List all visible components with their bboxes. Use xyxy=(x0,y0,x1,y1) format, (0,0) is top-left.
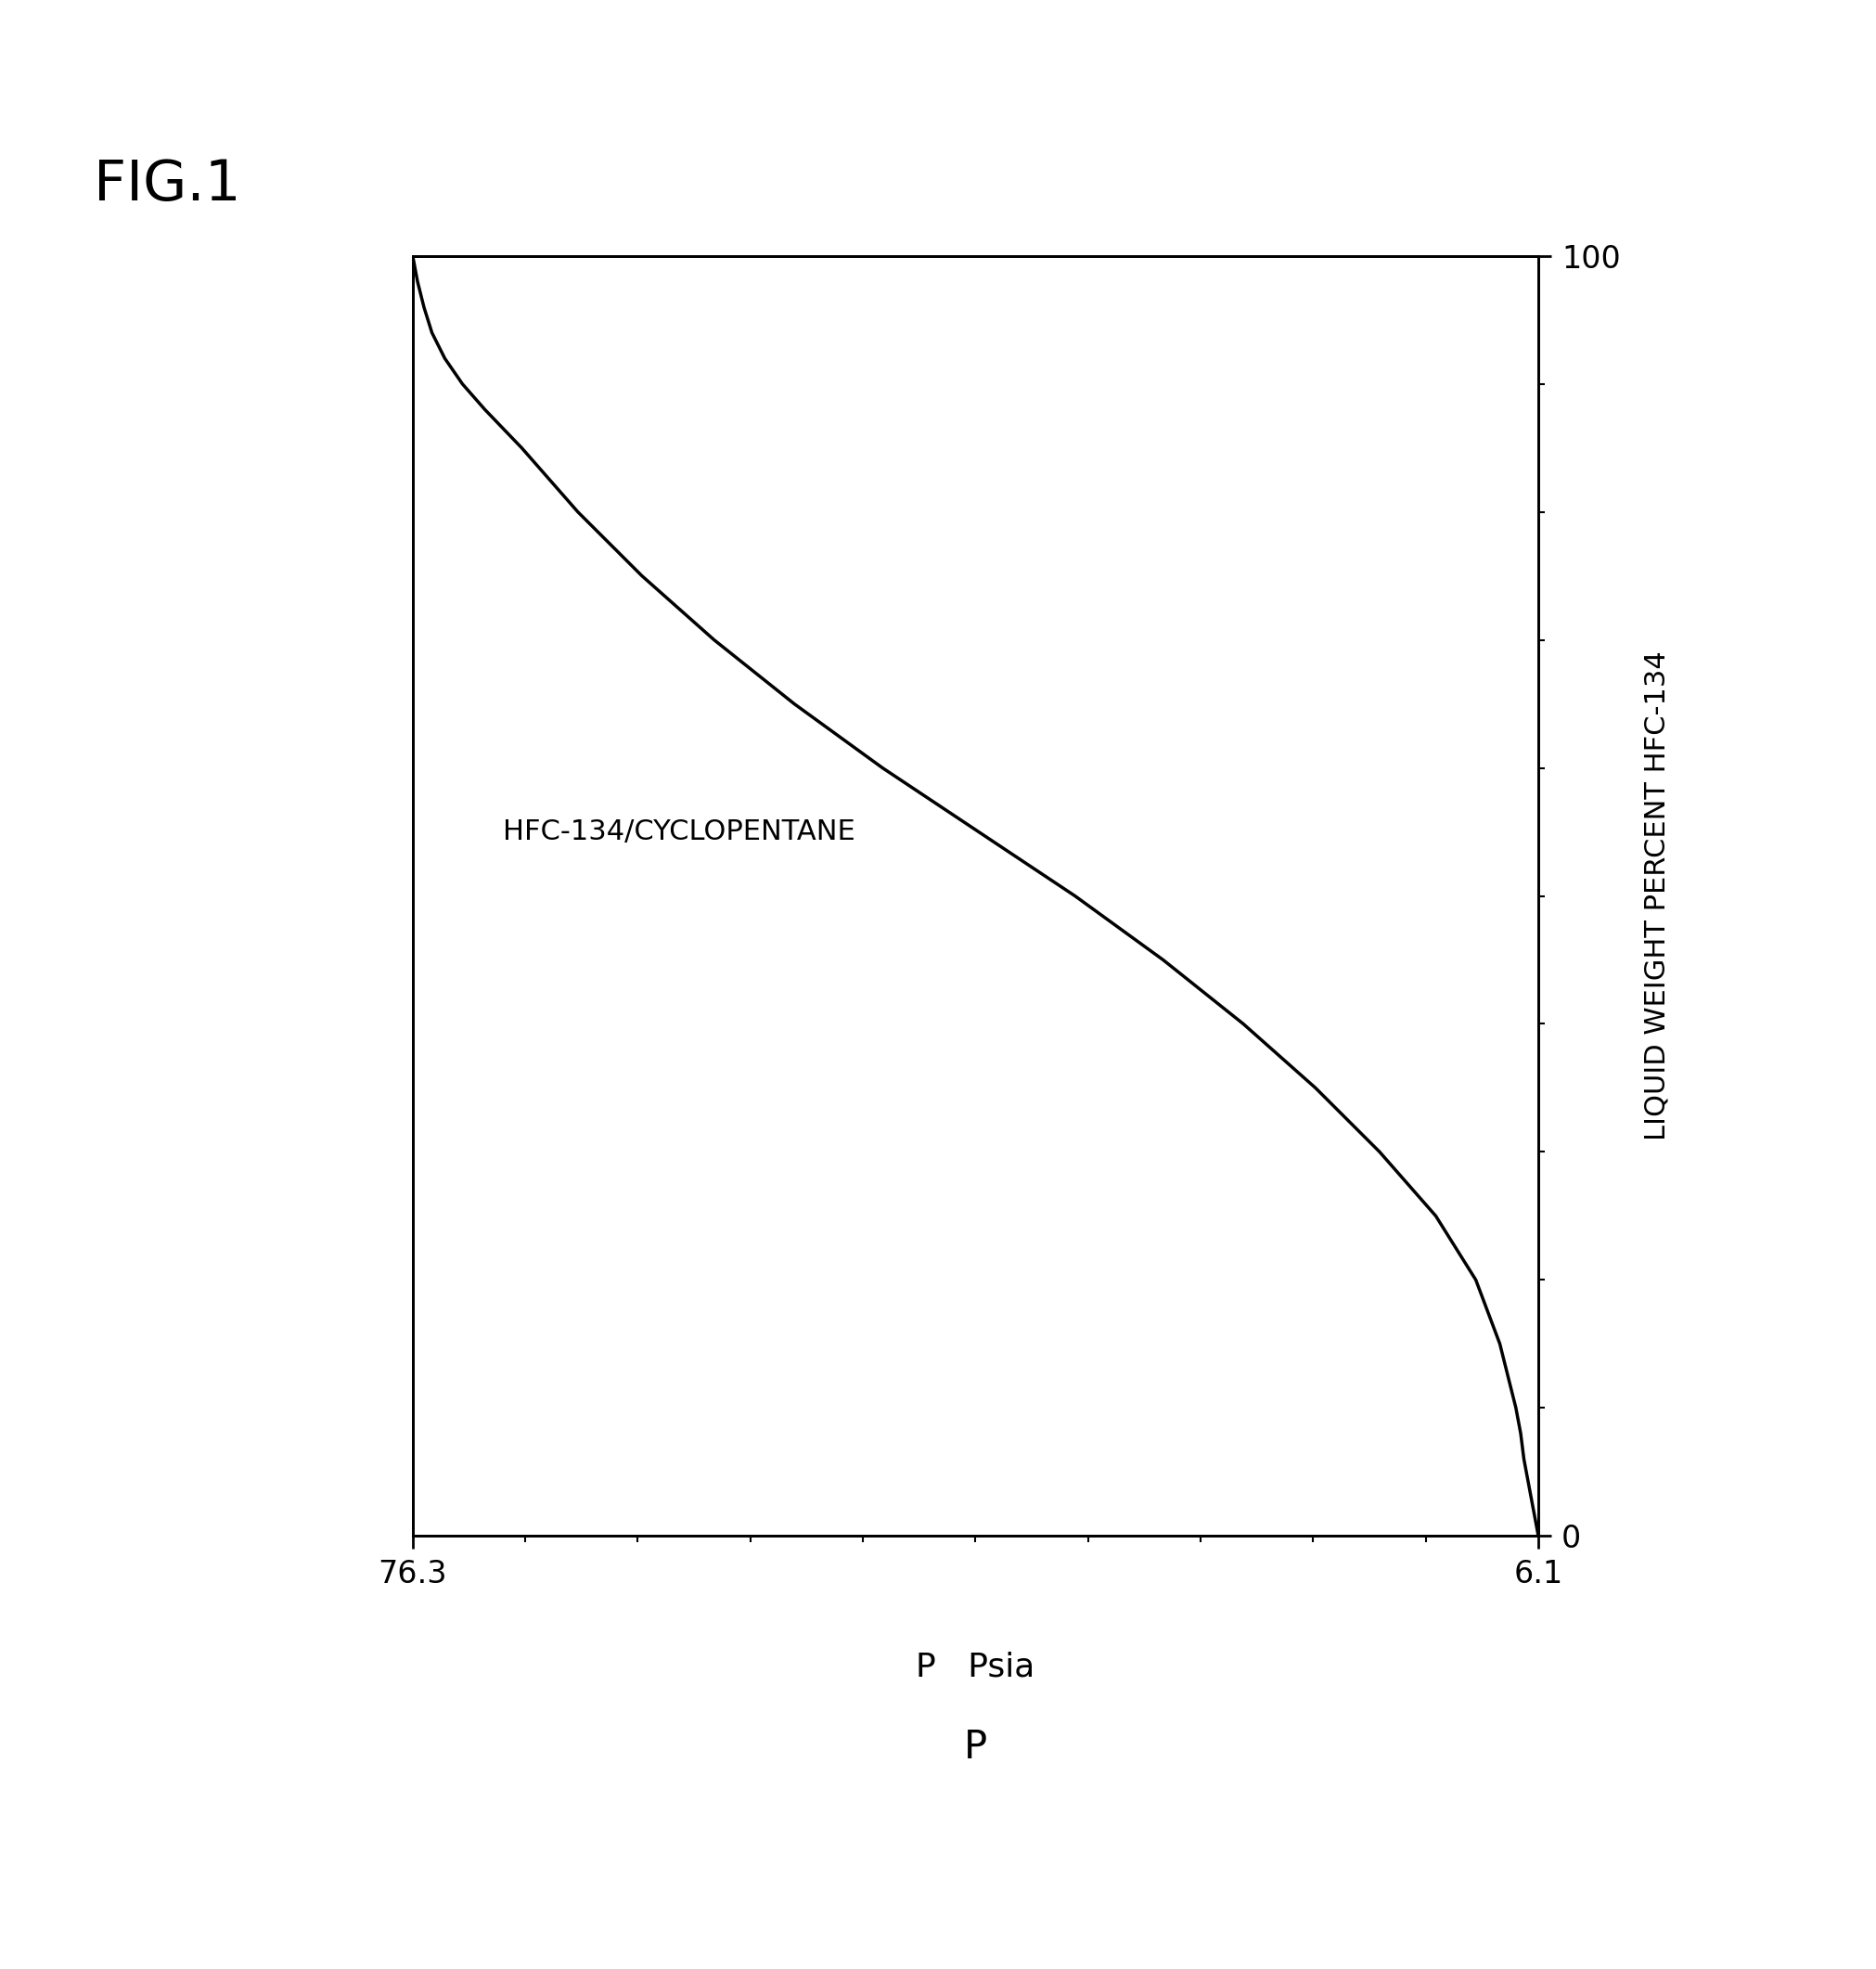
Text: FIG.1: FIG.1 xyxy=(94,158,240,213)
Y-axis label: LIQUID WEIGHT PERCENT HFC-134: LIQUID WEIGHT PERCENT HFC-134 xyxy=(1643,652,1672,1140)
Text: P: P xyxy=(964,1729,987,1766)
Text: HFC-134/CYCLOPENTANE: HFC-134/CYCLOPENTANE xyxy=(503,819,855,845)
Text: P   Psia: P Psia xyxy=(915,1650,1036,1683)
